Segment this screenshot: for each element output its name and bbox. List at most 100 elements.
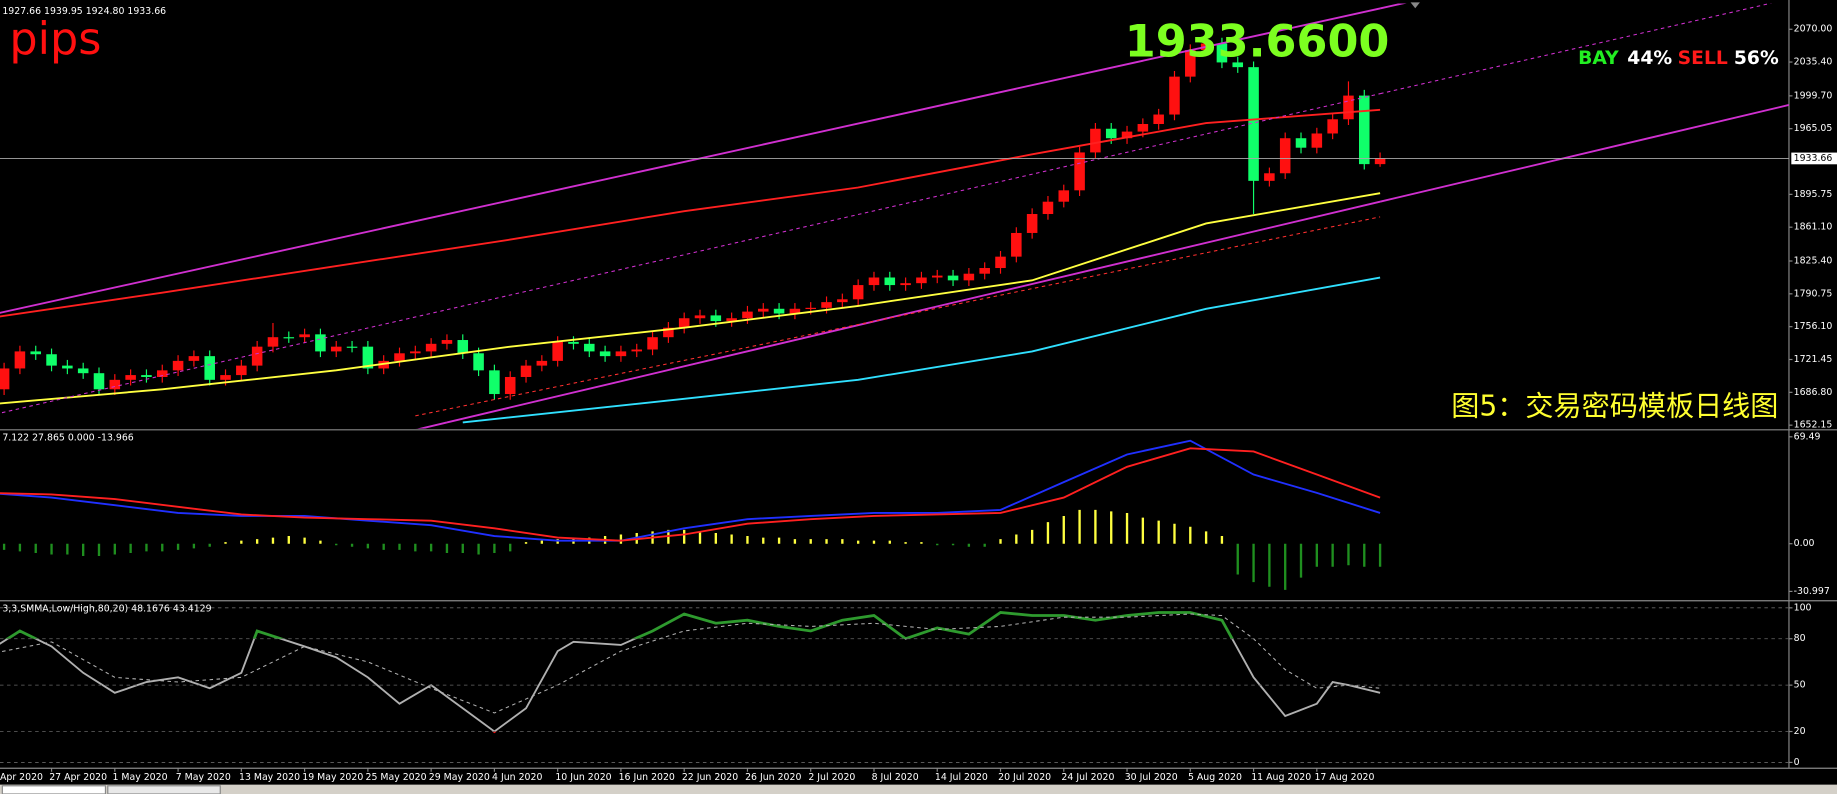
candle-body — [852, 285, 864, 300]
current-price-box — [1791, 152, 1837, 165]
x-tick-label: 22 Jun 2020 — [682, 772, 738, 783]
candle-body — [441, 340, 453, 344]
x-tick-label: Apr 2020 — [0, 772, 43, 783]
x-tick-label: 1 May 2020 — [112, 772, 167, 783]
candle-body — [647, 337, 658, 350]
x-tick-label: 24 Jul 2020 — [1061, 772, 1114, 783]
candle-body — [884, 277, 896, 286]
indicator-line — [0, 192, 1381, 405]
x-tick-label: 4 Jun 2020 — [492, 772, 542, 783]
y-tick-label: 0.00 — [1794, 538, 1815, 549]
x-tick-label: 19 May 2020 — [302, 772, 363, 783]
candle-body — [330, 346, 342, 352]
channel-extension — [1379, 104, 1789, 203]
candle-body — [62, 365, 73, 369]
candle-body — [346, 346, 358, 348]
candle-body — [757, 308, 769, 312]
candle-body — [457, 340, 469, 354]
candle-body — [568, 341, 579, 344]
candle-body — [694, 315, 706, 319]
candle-body — [1232, 62, 1244, 68]
candle-body — [1279, 138, 1291, 174]
candle-body — [410, 351, 421, 354]
candle-body — [30, 351, 42, 355]
x-tick-label: 14 Jul 2020 — [935, 772, 988, 783]
candle-body — [1295, 138, 1307, 148]
candle-body — [1185, 50, 1196, 77]
corner-label: pips — [9, 14, 101, 65]
y-tick-label: 1721.45 — [1794, 354, 1833, 365]
candle-body — [837, 299, 848, 303]
candle-body — [141, 375, 152, 377]
candle-body — [504, 376, 516, 395]
candle-body — [1090, 128, 1101, 153]
candle-body — [1153, 114, 1164, 125]
y-tick-label: 1756.10 — [1794, 321, 1833, 332]
x-tick-label: 2 Jul 2020 — [808, 772, 855, 783]
caption: 图5：交易密码模板日线图 — [1451, 390, 1778, 423]
x-tick-label: 16 Jun 2020 — [619, 772, 675, 783]
candle-body — [1264, 173, 1275, 181]
y-tick-label: 1999.70 — [1794, 90, 1833, 101]
candle-body — [362, 346, 374, 369]
y-tick-label: 69.49 — [1794, 431, 1821, 442]
macd-line — [0, 447, 1381, 542]
candle-body — [125, 375, 136, 380]
candle-body — [220, 375, 231, 380]
candle-body — [773, 308, 785, 314]
candle-body — [631, 349, 643, 352]
y-tick-label: -30.997 — [1794, 586, 1830, 597]
candle-body — [1137, 124, 1149, 132]
candle-body — [805, 307, 816, 309]
candle-body — [109, 379, 121, 390]
candle-body — [995, 256, 1006, 269]
sentiment-name: BAY — [1578, 48, 1619, 69]
candle-body — [394, 353, 405, 361]
candle-body — [93, 373, 105, 390]
candle-body — [473, 353, 484, 371]
candle-body — [156, 370, 168, 377]
y-tick-label: 50 — [1794, 680, 1806, 691]
y-tick-label: 100 — [1794, 602, 1812, 613]
indicator-line — [446, 200, 1381, 424]
y-tick-label: 1965.05 — [1794, 123, 1833, 134]
overbought-zone — [5, 611, 1234, 639]
candle-body — [1169, 76, 1180, 115]
candle-body — [663, 327, 674, 338]
candle-body — [963, 273, 975, 281]
y-tick-label: 80 — [1794, 633, 1806, 644]
x-tick-label: 30 Jul 2020 — [1125, 772, 1178, 783]
x-tick-label: 29 May 2020 — [429, 772, 490, 783]
candle-body — [188, 356, 200, 361]
candle-body — [931, 275, 943, 278]
candle-body — [710, 315, 722, 322]
candle-body — [46, 354, 57, 366]
y-tick-label: 0 — [1794, 757, 1800, 768]
indicator-line — [0, 7, 1381, 314]
macd-panel — [0, 439, 1382, 590]
candle-body — [1216, 43, 1228, 63]
candle-body — [425, 343, 437, 352]
price-panel — [0, 3, 1789, 429]
candle-body — [1343, 95, 1354, 120]
tab[interactable] — [1, 785, 107, 794]
chart-header: 1927.66 1939.95 1924.80 1933.66 — [2, 6, 166, 17]
candle-body — [1058, 190, 1070, 202]
indicator-line — [415, 216, 1381, 417]
y-tick-label: 20 — [1794, 726, 1806, 737]
tab-bar — [0, 784, 1837, 794]
indicator-line — [0, 108, 1381, 318]
sentiment-name: SELL — [1678, 48, 1728, 69]
x-tick-label: 27 Apr 2020 — [49, 772, 107, 783]
candle-body — [1042, 201, 1054, 215]
candle-body — [489, 370, 500, 395]
candle-body — [1026, 214, 1038, 233]
candle-body — [979, 268, 990, 274]
candle-body — [1074, 152, 1085, 191]
candle-body — [821, 302, 832, 308]
tab[interactable] — [107, 785, 221, 794]
candle-body — [552, 341, 563, 361]
y-tick-label: 2035.40 — [1794, 57, 1833, 68]
